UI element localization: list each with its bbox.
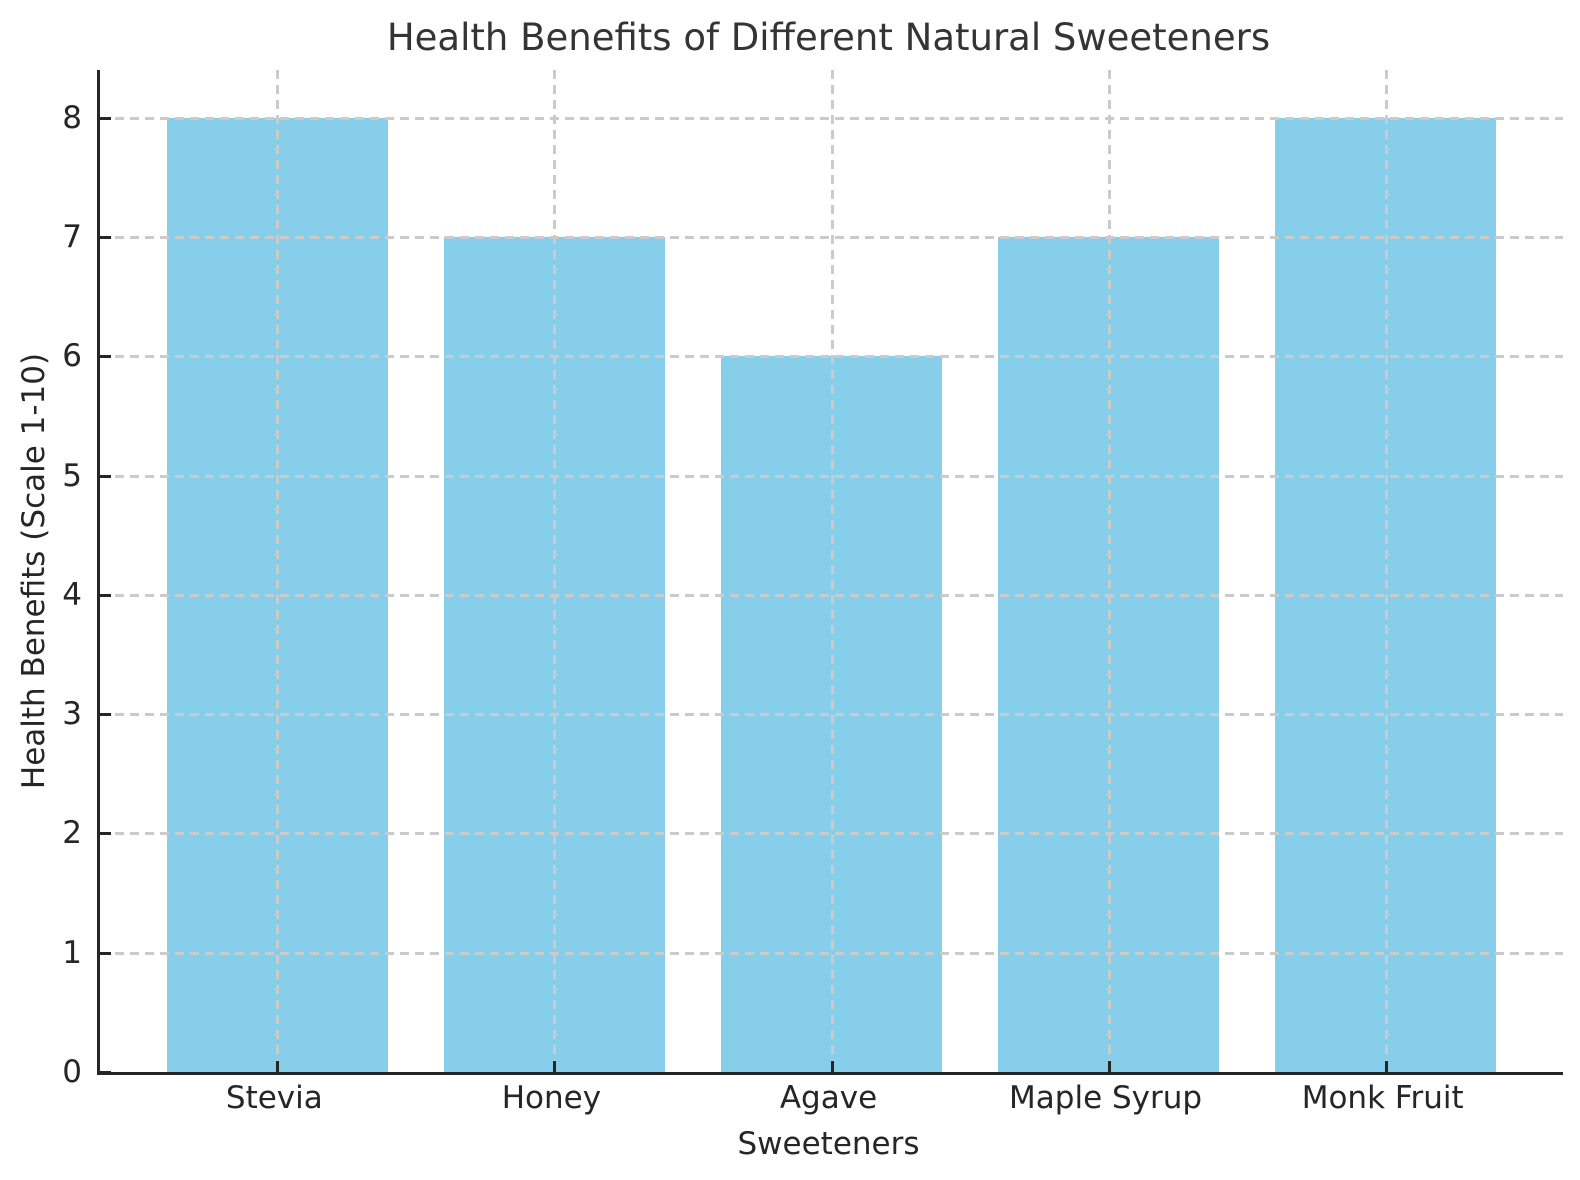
y-tick-label: 4 — [62, 576, 82, 613]
y-axis-tick — [100, 832, 111, 836]
plot-area — [97, 70, 1563, 1075]
y-tick-label: 8 — [62, 99, 82, 136]
x-tick-label: Agave — [779, 1080, 878, 1116]
y-axis-tick — [100, 951, 111, 955]
x-tick-label: Monk Fruit — [1301, 1080, 1464, 1116]
y-axis-tick — [100, 1071, 111, 1074]
x-axis-tick — [553, 1061, 557, 1072]
y-axis-tick — [100, 593, 111, 597]
y-tick-label: 2 — [62, 815, 82, 852]
y-axis-tick — [100, 116, 111, 120]
y-tick-label: 1 — [62, 934, 82, 971]
y-tick-label: 0 — [62, 1054, 82, 1090]
y-tick-label: 5 — [62, 457, 82, 494]
x-gridline — [1384, 70, 1388, 1072]
x-axis-tick — [276, 1061, 280, 1072]
x-tick-label: Honey — [501, 1080, 602, 1116]
x-axis-label: Sweeteners — [737, 1126, 920, 1162]
x-axis-tick — [1107, 1061, 1111, 1072]
y-tick-label: 3 — [62, 696, 82, 733]
x-gridline — [553, 70, 557, 1072]
y-axis-tick — [100, 236, 111, 239]
chart-title: Health Benefits of Different Natural Swe… — [386, 16, 1271, 59]
y-axis-tick — [100, 355, 111, 359]
y-tick-label: 7 — [62, 219, 82, 255]
x-tick-label: Maple Syrup — [1009, 1080, 1203, 1116]
y-tick-label: 6 — [62, 338, 82, 375]
x-gridline — [276, 70, 280, 1072]
x-gridline — [1107, 70, 1111, 1072]
y-axis-tick — [100, 474, 111, 478]
x-gridline — [830, 70, 834, 1072]
x-axis-tick — [830, 1061, 834, 1072]
x-tick-label: Stevia — [225, 1080, 323, 1116]
x-axis-tick — [1384, 1061, 1388, 1072]
y-axis-tick — [100, 713, 111, 717]
